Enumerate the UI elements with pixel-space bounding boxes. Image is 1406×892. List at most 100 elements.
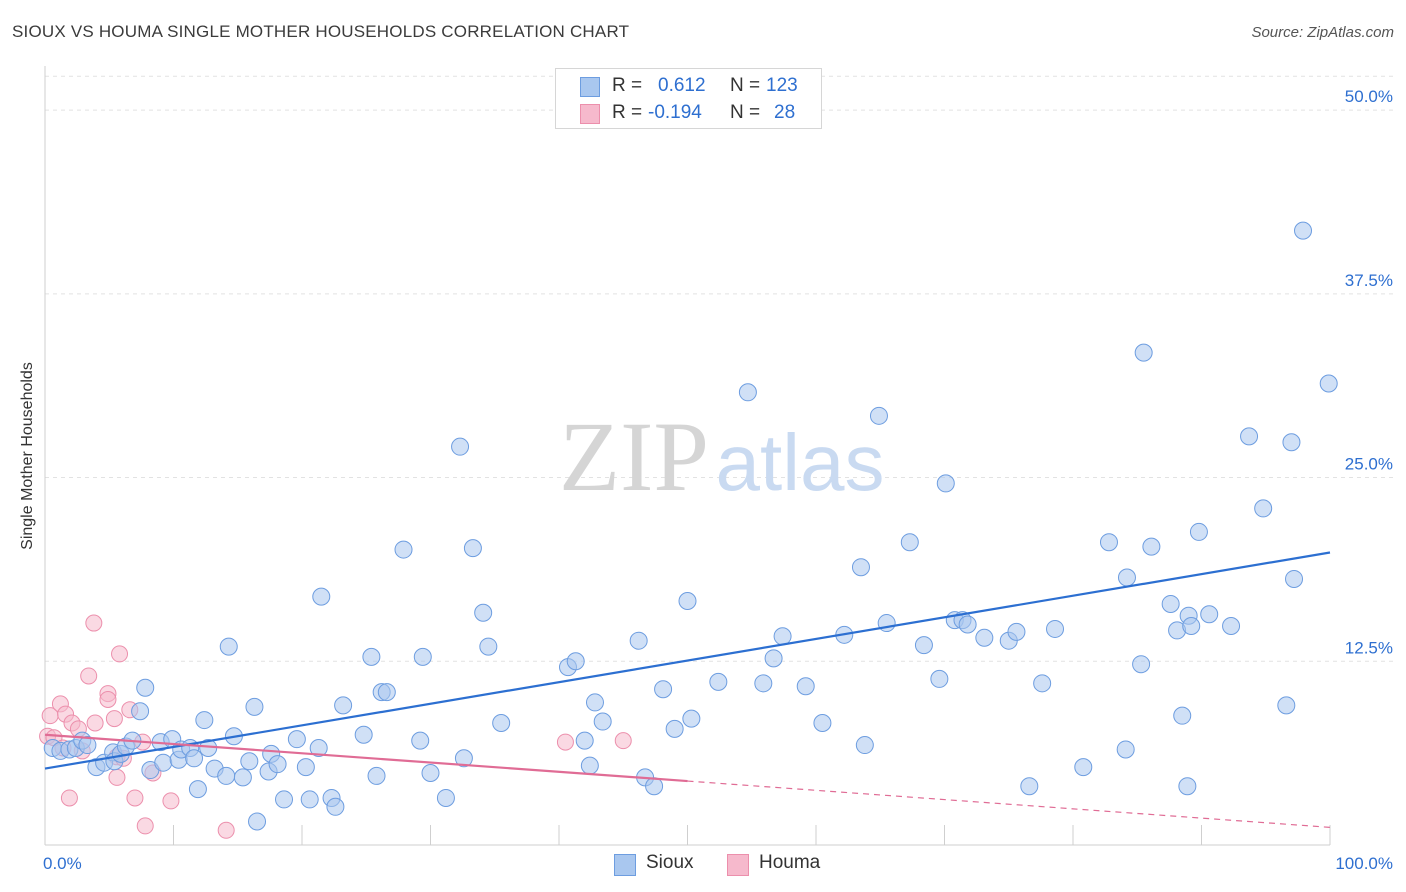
sioux-point bbox=[362, 647, 381, 666]
tick-labels: 12.5% 25.0% 37.5% 50.0% 0.0% 100.0% bbox=[43, 87, 1393, 873]
sioux-point bbox=[411, 731, 430, 750]
houma-point bbox=[80, 667, 98, 685]
houma-point bbox=[86, 714, 104, 732]
sioux-point bbox=[1254, 499, 1273, 518]
sioux-point bbox=[377, 683, 396, 702]
houma-swatch bbox=[580, 104, 600, 124]
sioux-point bbox=[754, 674, 773, 693]
x-tick-label: 100.0% bbox=[1335, 854, 1393, 873]
sioux-point bbox=[1182, 616, 1201, 635]
watermark: ZIP atlas bbox=[559, 401, 884, 512]
houma-point bbox=[136, 817, 154, 835]
sioux-point bbox=[930, 669, 949, 688]
chart-title: SIOUX VS HOUMA SINGLE MOTHER HOUSEHOLDS … bbox=[12, 22, 630, 41]
sioux-point bbox=[296, 758, 315, 777]
sioux-point bbox=[1007, 622, 1026, 641]
sioux-point bbox=[268, 755, 287, 774]
houma-trend-line bbox=[44, 733, 688, 783]
houma-trend-line-extrapolated bbox=[687, 780, 1331, 828]
sioux-point bbox=[367, 766, 386, 785]
sioux-point bbox=[1020, 777, 1039, 796]
sioux-swatch bbox=[580, 77, 600, 97]
watermark-zip: ZIP bbox=[559, 401, 709, 512]
sioux-point bbox=[629, 631, 648, 650]
sioux-point bbox=[1161, 594, 1180, 613]
sioux-points bbox=[43, 221, 1338, 831]
sioux-point bbox=[1285, 569, 1304, 588]
houma-point bbox=[217, 821, 235, 839]
sioux-point bbox=[1099, 533, 1118, 552]
y-tick-label: 37.5% bbox=[1345, 271, 1393, 290]
sioux-point bbox=[900, 533, 919, 552]
sioux-point bbox=[1222, 616, 1241, 635]
houma-point bbox=[556, 733, 574, 751]
houma-point bbox=[108, 768, 126, 786]
sioux-point bbox=[474, 603, 493, 622]
sioux-point bbox=[217, 766, 236, 785]
houma-point bbox=[99, 690, 117, 708]
sioux-point bbox=[593, 712, 612, 731]
sioux-point bbox=[1046, 619, 1065, 638]
sioux-point bbox=[914, 636, 933, 655]
sioux-point bbox=[1033, 674, 1052, 693]
grid-lines bbox=[45, 75, 1395, 662]
sioux-point bbox=[1142, 537, 1161, 556]
sioux-point bbox=[813, 714, 832, 733]
sioux-point bbox=[334, 696, 353, 715]
houma-n-value: 28 bbox=[774, 102, 796, 123]
sioux-point bbox=[585, 693, 604, 712]
sioux-point bbox=[275, 790, 294, 809]
sioux-point bbox=[479, 637, 498, 656]
sioux-r-value: 0.612 bbox=[658, 75, 706, 96]
houma-point bbox=[85, 614, 103, 632]
houma-legend-label: Houma bbox=[759, 852, 821, 873]
sioux-point bbox=[185, 749, 204, 768]
sioux-point bbox=[1294, 221, 1313, 240]
sioux-point bbox=[436, 788, 455, 807]
axes bbox=[44, 66, 1331, 846]
sioux-point bbox=[975, 628, 994, 647]
y-tick-label: 50.0% bbox=[1345, 87, 1393, 106]
sioux-point bbox=[233, 768, 252, 787]
houma-point bbox=[111, 645, 129, 663]
sioux-point bbox=[773, 627, 792, 646]
houma-point bbox=[60, 789, 78, 807]
sioux-point bbox=[566, 652, 585, 671]
sioux-point bbox=[451, 437, 470, 456]
houma-point bbox=[614, 732, 632, 750]
sioux-point bbox=[869, 406, 888, 425]
sioux-point bbox=[309, 738, 328, 757]
source-label: Source: ZipAtlas.com bbox=[1251, 24, 1394, 41]
sioux-point bbox=[738, 383, 757, 402]
sioux-point bbox=[654, 680, 673, 699]
r-label: R = bbox=[612, 75, 643, 96]
sioux-trend-line bbox=[44, 551, 1331, 770]
sioux-point bbox=[454, 749, 473, 768]
y-tick-label: 25.0% bbox=[1345, 455, 1393, 474]
houma-point bbox=[105, 710, 123, 728]
sioux-point bbox=[195, 711, 214, 730]
sioux-n-value: 123 bbox=[766, 75, 798, 96]
sioux-point bbox=[1282, 433, 1301, 452]
sioux-legend-label: Sioux bbox=[646, 852, 694, 873]
sioux-point bbox=[413, 647, 432, 666]
sioux-point bbox=[958, 615, 977, 634]
sioux-point bbox=[188, 780, 207, 799]
sioux-point bbox=[936, 474, 955, 493]
houma-legend-swatch bbox=[727, 854, 749, 876]
sioux-point bbox=[78, 736, 97, 755]
houma-r-value: -0.194 bbox=[648, 102, 702, 123]
sioux-point bbox=[645, 777, 664, 796]
sioux-point bbox=[665, 719, 684, 738]
sioux-point bbox=[764, 649, 783, 668]
sioux-point bbox=[1117, 568, 1136, 587]
n-label: N = bbox=[730, 102, 761, 123]
sioux-point bbox=[1074, 758, 1093, 777]
n-label: N = bbox=[730, 75, 761, 96]
sioux-point bbox=[796, 677, 815, 696]
sioux-point bbox=[312, 587, 331, 606]
sioux-legend-swatch bbox=[614, 854, 636, 876]
sioux-point bbox=[1173, 706, 1192, 725]
sioux-point bbox=[575, 731, 594, 750]
